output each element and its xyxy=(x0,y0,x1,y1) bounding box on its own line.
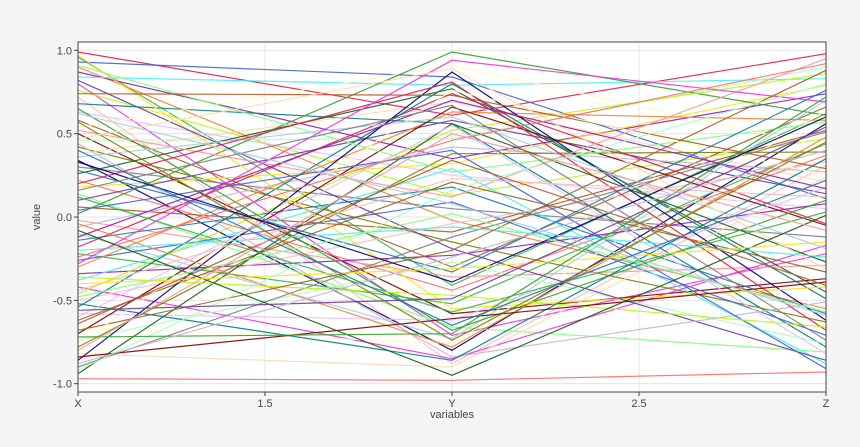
x-axis-title: variables xyxy=(430,409,475,421)
x-tick-label: Y xyxy=(448,398,456,410)
series-line xyxy=(77,136,827,348)
series-line xyxy=(77,59,827,265)
series-line xyxy=(77,149,827,326)
series-line xyxy=(77,51,827,116)
series-line xyxy=(77,158,827,361)
series-line xyxy=(77,104,827,341)
series-line xyxy=(77,149,827,365)
series-line xyxy=(77,73,827,295)
series-line xyxy=(77,276,827,328)
series-lines xyxy=(77,51,827,381)
series-line xyxy=(77,186,827,315)
series-line xyxy=(77,83,827,308)
series-line xyxy=(77,133,827,351)
series-line xyxy=(77,68,827,270)
series-line xyxy=(77,89,827,345)
series-line xyxy=(77,119,827,201)
series-line xyxy=(77,143,827,305)
series-line xyxy=(77,201,827,336)
series-line xyxy=(77,281,827,358)
series-line xyxy=(77,159,827,325)
series-line xyxy=(77,371,827,381)
series-line xyxy=(77,83,827,336)
series-line xyxy=(77,113,827,316)
series-line xyxy=(77,89,827,273)
series-line xyxy=(77,93,827,170)
series-line xyxy=(77,123,827,351)
y-tick-label: 0.5 xyxy=(57,129,72,141)
series-line xyxy=(77,79,827,361)
series-line xyxy=(77,131,827,368)
series-line xyxy=(77,149,827,370)
series-line xyxy=(77,193,827,353)
series-line xyxy=(77,126,827,311)
y-tick-label: -1.0 xyxy=(53,379,72,391)
series-line xyxy=(77,83,827,371)
ticks: X 1.5 Y 2.5 Z 1.0 0.5 0.0 -0.5 -1.0 xyxy=(53,45,830,410)
series-line xyxy=(77,154,827,291)
series-line xyxy=(77,116,827,283)
series-line xyxy=(77,63,827,258)
series-line xyxy=(77,58,827,198)
x-tick-label: 2.5 xyxy=(631,398,646,410)
series-line xyxy=(77,76,827,86)
series-line xyxy=(77,123,827,375)
series-line xyxy=(77,143,827,358)
series-line xyxy=(77,96,827,338)
y-axis-title: value xyxy=(31,204,43,230)
x-tick-label: X xyxy=(74,398,82,410)
y-tick-label: 0.0 xyxy=(57,212,72,224)
series-line xyxy=(77,226,827,258)
series-line xyxy=(77,88,827,293)
series-line xyxy=(77,121,827,341)
series-line xyxy=(77,146,827,228)
series-line xyxy=(77,64,827,173)
x-tick-label: 1.5 xyxy=(257,398,272,410)
series-line xyxy=(77,181,827,321)
series-line xyxy=(77,196,827,313)
series-line xyxy=(77,186,827,321)
series-line xyxy=(77,176,827,368)
series-line xyxy=(77,84,827,188)
series-line xyxy=(77,203,827,275)
series-line xyxy=(77,89,827,196)
series-line xyxy=(77,106,827,268)
x-tick-label: Z xyxy=(823,398,830,410)
series-line xyxy=(77,109,827,345)
series-line xyxy=(77,99,827,238)
y-tick-label: 1.0 xyxy=(57,45,72,57)
series-line xyxy=(77,69,827,331)
y-tick-label: -0.5 xyxy=(53,295,72,307)
series-line xyxy=(77,51,827,215)
